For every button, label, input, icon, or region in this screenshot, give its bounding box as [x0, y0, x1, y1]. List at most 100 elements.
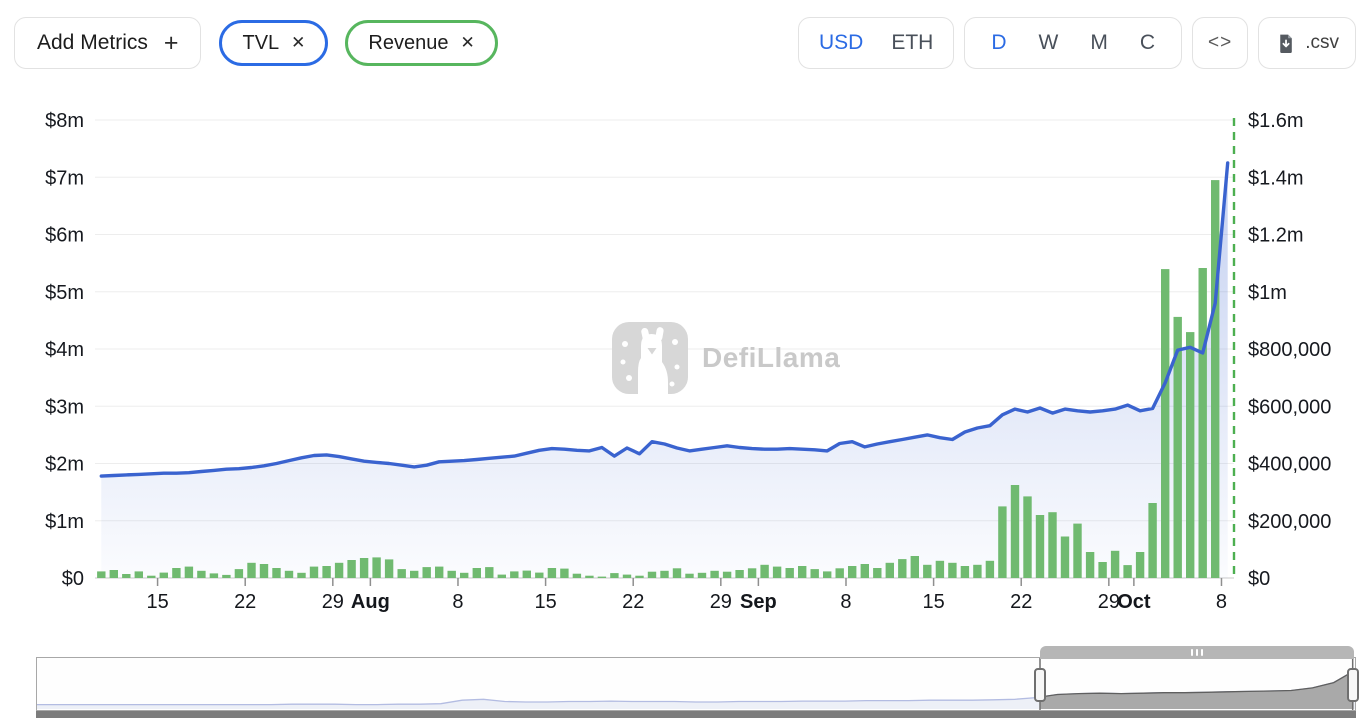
revenue-bar: [985, 560, 995, 578]
revenue-bar: [1073, 523, 1082, 578]
revenue-bar: [772, 566, 782, 578]
close-icon[interactable]: ✕: [460, 33, 475, 52]
revenue-bar: [660, 570, 669, 578]
timeline-navigator[interactable]: [36, 657, 1356, 711]
revenue-bar: [647, 571, 657, 578]
timeframe-option-c[interactable]: C: [1139, 31, 1156, 54]
revenue-bar: [722, 571, 732, 578]
right-axis-tick-label: $1.4m: [1248, 167, 1304, 189]
revenue-bar: [823, 571, 832, 578]
revenue-bar: [134, 571, 143, 578]
revenue-bar: [910, 556, 919, 578]
revenue-bar: [1211, 180, 1220, 578]
right-axis-tick-label: $400,000: [1248, 454, 1331, 476]
revenue-bar: [923, 564, 932, 578]
revenue-bar: [685, 573, 694, 578]
add-metrics-button[interactable]: Add Metrics +: [14, 17, 202, 69]
close-icon[interactable]: ✕: [291, 33, 306, 52]
revenue-bar: [622, 574, 632, 578]
metrics-cluster: Add Metrics + TVL ✕ Revenue ✕: [14, 17, 498, 69]
revenue-bars[interactable]: [97, 180, 1220, 578]
revenue-bar: [410, 570, 419, 578]
revenue-bar: [447, 570, 456, 578]
revenue-bar: [935, 560, 945, 578]
revenue-bar: [848, 566, 857, 578]
revenue-bar: [109, 570, 118, 578]
x-axis-tick-label: 15: [534, 591, 556, 613]
embed-code-button[interactable]: <>: [1192, 17, 1249, 69]
timeframe-option-d[interactable]: D: [991, 31, 1007, 54]
x-axis-tick-label: Oct: [1117, 591, 1151, 613]
chart-controls-cluster: USD ETH D W M C <> .csv: [788, 17, 1356, 69]
right-axis-tick-label: $1.2m: [1248, 225, 1304, 247]
x-axis-tick-label: Sep: [740, 591, 777, 613]
x-axis-tick-label: 29: [710, 591, 732, 613]
navigator-bottom-strip: [36, 711, 1356, 718]
revenue-bar: [384, 559, 394, 578]
x-axis-tick-label: 15: [146, 591, 168, 613]
revenue-bar: [585, 575, 594, 578]
x-axis-tick-label: 8: [840, 591, 851, 613]
revenue-bar: [798, 566, 807, 578]
x-axis-tick-label: 22: [234, 591, 256, 613]
revenue-bar: [735, 570, 744, 578]
revenue-bar: [785, 568, 794, 578]
navigator-selection-grip[interactable]: [1039, 646, 1354, 659]
metric-pill-revenue[interactable]: Revenue ✕: [345, 20, 498, 66]
revenue-bar: [309, 566, 319, 578]
right-axis-tick-label: $1.6m: [1248, 110, 1304, 132]
x-axis-tick-label: 8: [1216, 591, 1227, 613]
revenue-bar: [547, 568, 557, 578]
revenue-bar: [147, 575, 156, 578]
x-axis-tick-label: Aug: [351, 591, 390, 613]
revenue-bar: [372, 557, 381, 578]
left-axis-tick-label: $0: [62, 568, 84, 590]
revenue-bar: [359, 558, 369, 578]
tvl-line[interactable]: [99, 161, 1230, 478]
revenue-bar: [1135, 552, 1145, 578]
metric-pill-tvl-label: TVL: [242, 31, 280, 54]
revenue-bar: [1123, 565, 1132, 578]
revenue-bar: [247, 562, 256, 578]
revenue-bar: [1098, 562, 1107, 578]
revenue-bar: [334, 562, 344, 578]
currency-toggle: USD ETH: [798, 17, 955, 69]
revenue-bar: [234, 569, 244, 578]
currency-option-usd[interactable]: USD: [819, 31, 864, 54]
navigator-right-handle[interactable]: [1346, 668, 1359, 702]
revenue-bar: [973, 564, 982, 578]
revenue-bar: [222, 574, 231, 578]
timeframe-option-m[interactable]: M: [1090, 31, 1108, 54]
revenue-bar: [560, 568, 569, 578]
revenue-bar: [610, 573, 619, 578]
revenue-bar: [572, 573, 582, 578]
revenue-bar: [297, 572, 306, 578]
add-metrics-label: Add Metrics: [37, 31, 148, 54]
revenue-bar: [272, 568, 281, 578]
revenue-bar: [485, 567, 494, 578]
revenue-bar: [347, 560, 356, 578]
left-axis-labels: $0 $1m $2m $3m $4m $5m $6m $7m $8m: [45, 110, 84, 590]
left-axis-tick-label: $6m: [45, 225, 84, 247]
revenue-bar: [760, 564, 769, 578]
revenue-bar: [284, 570, 294, 578]
left-axis-tick-label: $1m: [45, 511, 84, 533]
revenue-bar: [535, 572, 544, 578]
left-axis-tick-label: $2m: [45, 454, 84, 476]
revenue-bar: [522, 570, 531, 578]
revenue-bar: [635, 575, 644, 578]
navigator-left-handle[interactable]: [1033, 668, 1046, 702]
x-axis-tick-label: 22: [1010, 591, 1032, 613]
revenue-bar: [1161, 269, 1170, 578]
revenue-bar: [1023, 496, 1032, 578]
timeframe-option-w[interactable]: W: [1038, 31, 1059, 54]
currency-option-eth[interactable]: ETH: [891, 31, 934, 54]
metric-pill-tvl[interactable]: TVL ✕: [219, 20, 329, 66]
right-axis-tick-label: $1m: [1248, 282, 1287, 304]
download-csv-button[interactable]: .csv: [1258, 17, 1356, 69]
revenue-bar: [1148, 503, 1157, 578]
revenue-bar: [1173, 316, 1182, 578]
revenue-bar: [397, 569, 406, 578]
revenue-bar: [460, 572, 469, 578]
